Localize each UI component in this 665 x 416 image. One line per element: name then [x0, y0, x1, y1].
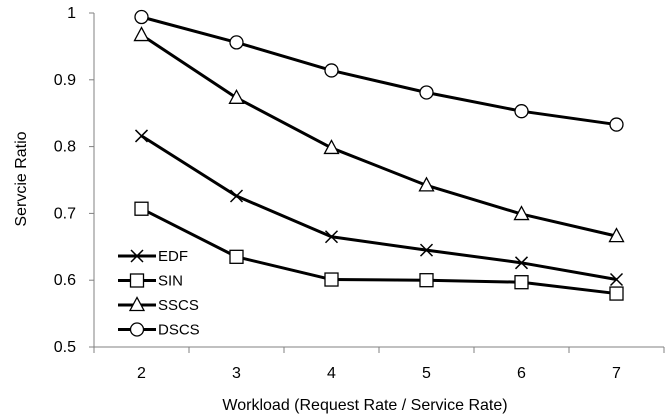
- series-sscs: [133, 26, 625, 243]
- y-axis-title: Servcie Ratio: [13, 131, 30, 226]
- x-marker: [609, 273, 624, 287]
- axes: 0.5 0.6 0.7 0.8 0.9 1 2 3 4 5 6 7: [54, 5, 665, 382]
- legend-label: SSCS: [158, 297, 199, 314]
- x-marker: [229, 189, 244, 203]
- y-tick-label: 0.6: [54, 272, 76, 289]
- circle-marker: [229, 35, 244, 50]
- legend-label: DSCS: [158, 322, 200, 339]
- y-tick-label: 0.9: [54, 72, 76, 89]
- y-tick-label: 0.8: [54, 139, 76, 156]
- x-tick-label: 3: [232, 365, 241, 382]
- square-marker: [134, 201, 149, 216]
- x-marker: [514, 256, 529, 270]
- x-tick-label: 5: [422, 365, 431, 382]
- x-marker: [419, 243, 434, 257]
- circle-marker: [324, 63, 339, 78]
- y-tick-label: 0.7: [54, 205, 76, 222]
- x-marker: [130, 249, 144, 263]
- x-tick-label: 7: [612, 365, 621, 382]
- square-marker: [609, 286, 624, 301]
- x-tick-label: 2: [137, 365, 146, 382]
- legend-item-edf: EDF: [118, 248, 188, 265]
- triangle-marker: [513, 205, 530, 221]
- square-marker: [229, 249, 244, 264]
- legend: EDF SIN SSCS DSCS: [118, 248, 200, 339]
- series-line: [141, 15, 617, 127]
- legend-item-sin: SIN: [118, 273, 183, 290]
- y-tick-label: 1: [67, 5, 76, 22]
- legend-item-dscs: DSCS: [118, 322, 200, 339]
- series-line: [140, 207, 617, 296]
- triangle-marker: [323, 139, 340, 155]
- square-marker: [419, 273, 434, 288]
- legend-label: SIN: [158, 273, 183, 290]
- x-marker: [134, 129, 149, 143]
- circle-marker: [514, 104, 529, 119]
- square-marker: [129, 273, 145, 288]
- triangle-marker: [133, 26, 150, 42]
- series-sin: [134, 201, 624, 301]
- circle-marker: [609, 117, 624, 132]
- square-marker: [324, 272, 339, 287]
- legend-label: EDF: [158, 248, 188, 265]
- x-tick-label: 6: [517, 365, 526, 382]
- x-axis-title: Workload (Request Rate / Service Rate): [222, 397, 507, 414]
- triangle-marker: [608, 227, 625, 243]
- x-tick-label: 4: [327, 365, 336, 382]
- legend-item-sscs: SSCS: [118, 296, 199, 314]
- y-tick-label: 0.5: [54, 339, 76, 356]
- triangle-marker: [228, 88, 245, 104]
- square-marker: [514, 275, 529, 290]
- series-line: [140, 134, 617, 282]
- series-line: [140, 33, 617, 238]
- triangle-marker: [128, 296, 146, 312]
- series-edf: [134, 129, 624, 287]
- series-group: [133, 9, 625, 301]
- triangle-marker: [418, 176, 435, 192]
- circle-marker: [134, 9, 149, 25]
- x-marker: [324, 230, 339, 244]
- circle-marker: [129, 322, 145, 337]
- circle-marker: [419, 85, 434, 100]
- series-dscs: [134, 9, 624, 132]
